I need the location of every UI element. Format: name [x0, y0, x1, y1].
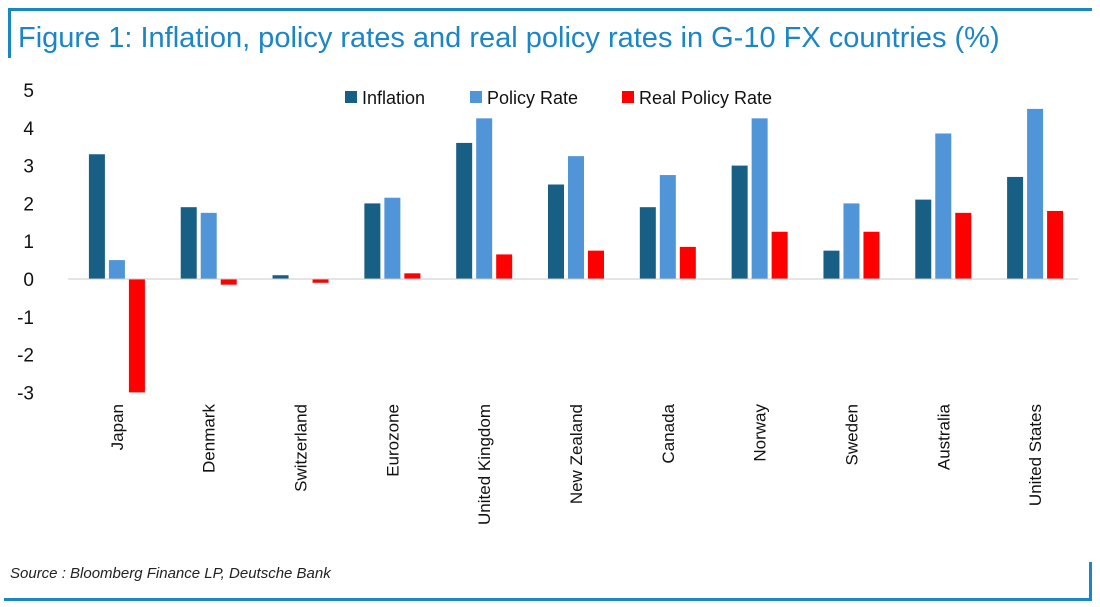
- bar-policy-rate-united-kingdom: [476, 118, 493, 279]
- frame-right-border: [1089, 562, 1092, 601]
- bar-inflation-eurozone: [364, 203, 381, 279]
- bar-chart: 5 4 3 2 1 0 -1 -2 -3 Japan Denmark Switzerland Euro…: [17, 81, 1078, 525]
- legend-label: Policy Rate: [487, 88, 578, 108]
- bar-real-policy-rate-switzerland: [312, 279, 329, 283]
- x-tick-label: United States: [1026, 404, 1045, 506]
- bars: [88, 108, 1064, 393]
- frame-top-border: [8, 8, 1092, 11]
- bar-inflation-switzerland: [272, 275, 289, 279]
- legend-label: Inflation: [362, 88, 425, 108]
- x-tick-label: United Kingdom: [475, 404, 494, 525]
- y-tick-label: 1: [23, 232, 34, 253]
- bar-policy-rate-new-zealand: [568, 156, 584, 279]
- x-axis: Japan Denmark Switzerland Eurozone United Ki…: [108, 403, 1045, 525]
- bar-policy-rate-sweden: [843, 203, 860, 279]
- bar-inflation-new-zealand: [548, 184, 564, 279]
- y-tick-label: 0: [23, 270, 34, 291]
- bar-real-policy-rate-eurozone: [404, 273, 421, 279]
- bar-real-policy-rate-denmark: [220, 279, 237, 285]
- x-tick-label: Denmark: [200, 404, 219, 473]
- bar-real-policy-rate-canada: [679, 246, 696, 279]
- frame-bottom-border: [4, 598, 1092, 601]
- x-tick-label: Japan: [108, 404, 127, 450]
- bar-real-policy-rate-new-zealand: [588, 250, 604, 279]
- bar-real-policy-rate-australia: [955, 212, 972, 279]
- y-tick-label: 2: [23, 194, 34, 215]
- legend: Inflation Policy Rate Real Policy Rate: [345, 88, 772, 108]
- x-tick-label: New Zealand: [567, 404, 586, 504]
- bar-inflation-norway: [731, 165, 748, 279]
- bar-real-policy-rate-united-kingdom: [496, 254, 513, 279]
- y-tick-label: 5: [23, 81, 34, 102]
- bar-real-policy-rate-norway: [771, 231, 788, 279]
- legend-swatch: [622, 91, 634, 103]
- x-tick-label: Sweden: [842, 404, 861, 465]
- bar-inflation-japan: [88, 154, 105, 279]
- bar-inflation-canada: [639, 207, 656, 279]
- y-tick-label: 3: [23, 157, 34, 178]
- source-note: Source : Bloomberg Finance LP, Deutsche …: [10, 565, 331, 582]
- y-axis: 5 4 3 2 1 0 -1 -2 -3: [17, 81, 34, 404]
- bar-inflation-australia: [915, 199, 932, 279]
- bar-policy-rate-canada: [659, 175, 676, 279]
- bar-real-policy-rate-united-states: [1047, 210, 1064, 279]
- x-tick-label: Eurozone: [383, 404, 402, 477]
- legend-label: Real Policy Rate: [639, 88, 772, 108]
- legend-item-real-policy-rate: Real Policy Rate: [622, 88, 772, 108]
- bar-policy-rate-japan: [108, 260, 125, 279]
- x-tick-label: Norway: [751, 404, 770, 462]
- bar-real-policy-rate-sweden: [863, 231, 880, 279]
- bar-policy-rate-eurozone: [384, 197, 401, 279]
- x-tick-label: Canada: [659, 403, 678, 463]
- x-tick-label: Australia: [934, 403, 953, 470]
- bar-inflation-sweden: [823, 250, 840, 279]
- x-tick-label: Switzerland: [292, 404, 311, 492]
- bar-policy-rate-united-states: [1027, 108, 1044, 280]
- bar-policy-rate-australia: [935, 133, 952, 279]
- y-tick-label: -3: [17, 383, 34, 404]
- bar-policy-rate-norway: [751, 118, 768, 279]
- legend-swatch: [470, 91, 482, 103]
- bar-inflation-united-states: [1007, 176, 1024, 279]
- bar-real-policy-rate-japan: [128, 279, 145, 393]
- legend-item-policy-rate: Policy Rate: [470, 88, 578, 108]
- legend-item-inflation: Inflation: [345, 88, 425, 108]
- legend-swatch: [345, 91, 357, 103]
- frame-left-border: [8, 8, 11, 58]
- bar-policy-rate-denmark: [200, 212, 217, 279]
- bar-inflation-denmark: [180, 207, 197, 279]
- chart-title: Figure 1: Inflation, policy rates and re…: [18, 22, 1000, 54]
- y-tick-label: 4: [23, 119, 34, 140]
- bar-inflation-united-kingdom: [456, 142, 473, 279]
- y-tick-label: -1: [17, 308, 34, 329]
- y-tick-label: -2: [17, 346, 34, 367]
